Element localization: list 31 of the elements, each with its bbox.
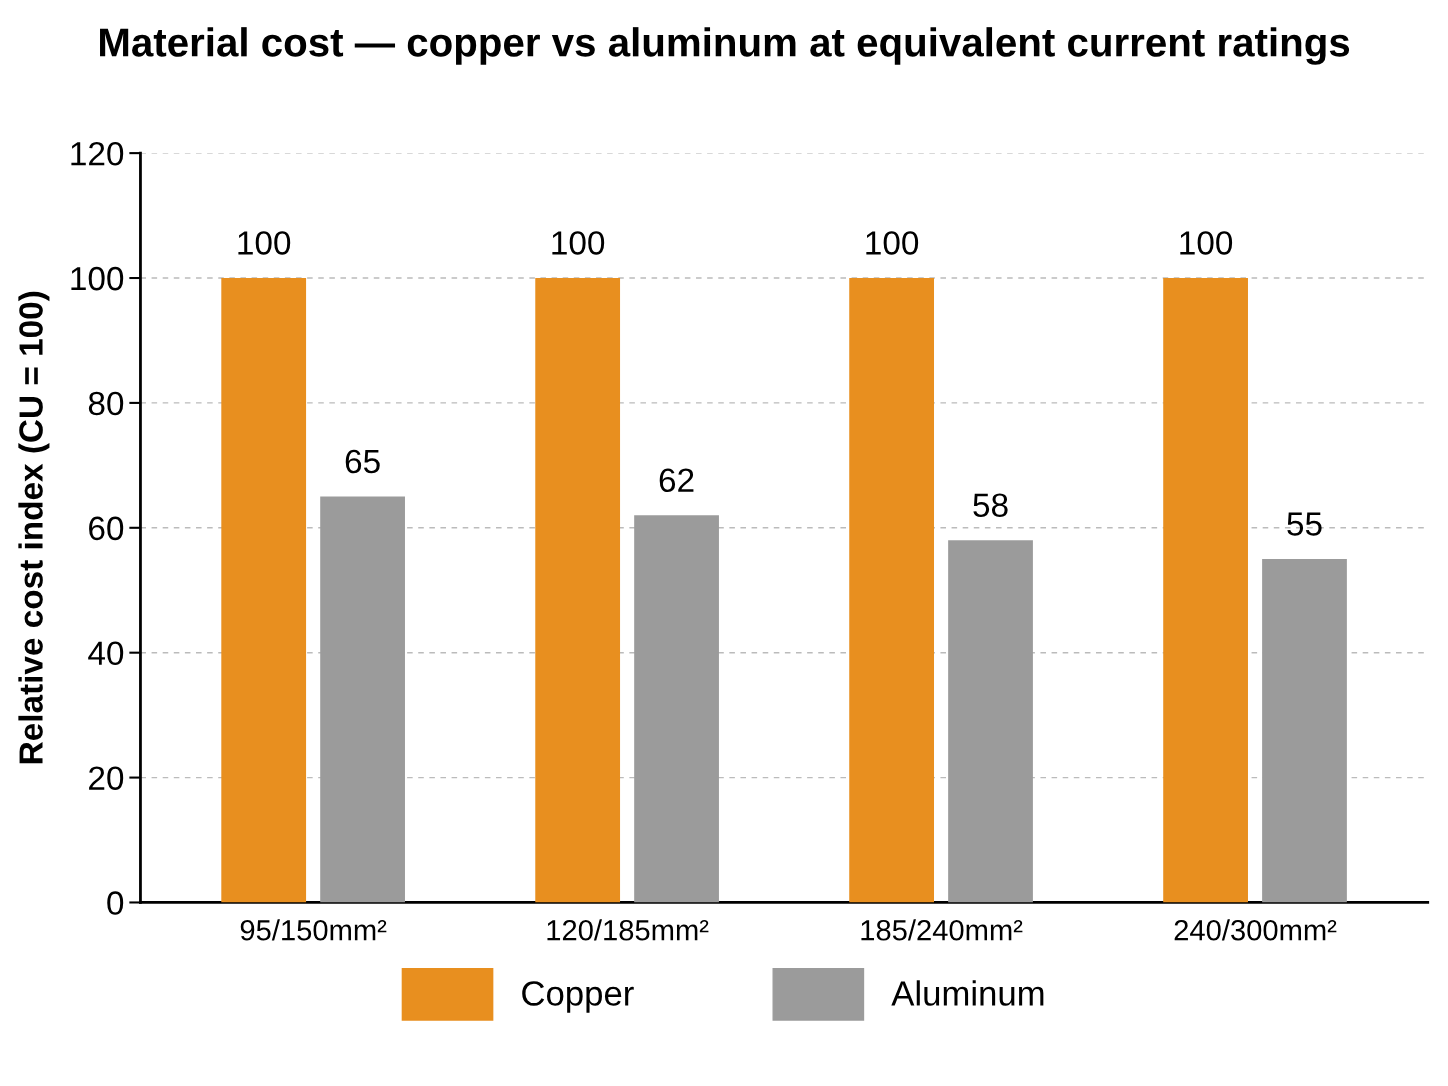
y-tick-label: 100 <box>71 266 124 291</box>
bar <box>1163 278 1248 903</box>
y-tick-label: 20 <box>89 766 124 790</box>
legend-label: Aluminum <box>891 980 1044 1006</box>
bar <box>634 515 719 903</box>
y-tick-label: 0 <box>107 891 124 915</box>
data-label: 100 <box>552 231 605 255</box>
bar <box>849 278 935 903</box>
x-tick-label: 120/185mm² <box>547 919 709 941</box>
bar <box>535 278 621 903</box>
data-label: 100 <box>238 231 291 255</box>
bar <box>221 278 307 903</box>
bar <box>320 496 405 903</box>
y-tick-label: 80 <box>88 391 124 416</box>
data-label: 58 <box>973 493 1008 518</box>
x-tick-label: 95/150mm² <box>240 919 387 941</box>
legend-label: Copper <box>522 981 634 1013</box>
data-label: 55 <box>1287 512 1322 536</box>
bar <box>948 540 1033 903</box>
y-tick-label: 60 <box>89 516 124 541</box>
x-tick-label: 240/300mm² <box>1174 919 1337 941</box>
chart-title: Material cost — copper vs aluminum at equivalent current ratings <box>100 27 1350 65</box>
bar <box>1262 559 1347 903</box>
data-label: 100 <box>1180 231 1233 255</box>
x-tick-label: 185/240mm² <box>861 919 1023 941</box>
data-label: 65 <box>345 449 380 474</box>
y-tick-label: 40 <box>88 641 124 666</box>
data-label: 100 <box>866 231 919 255</box>
y-axis-title: Relative cost index (CU = 100) <box>18 291 50 764</box>
y-tick-label: 120 <box>71 141 124 166</box>
data-label: 62 <box>659 468 694 493</box>
